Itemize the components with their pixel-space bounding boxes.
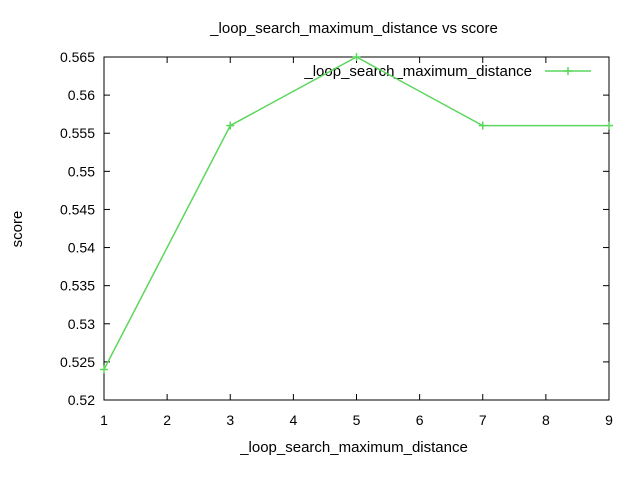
x-tick-label: 9 <box>605 412 613 428</box>
x-axis-label: _loop_search_maximum_distance <box>239 439 468 456</box>
series-line <box>103 56 609 370</box>
x-tick-label: 4 <box>289 412 297 428</box>
y-tick-label: 0.565 <box>60 49 95 65</box>
x-tick-label: 1 <box>100 412 108 428</box>
x-tick-label: 3 <box>226 412 234 428</box>
y-tick-label: 0.56 <box>68 87 95 103</box>
y-axis: 0.52 0.525 0.53 0.535 0.54 0.545 0.55 0.555 0.56… <box>60 49 609 408</box>
y-tick-label: 0.53 <box>68 316 95 332</box>
y-tick-label: 0.555 <box>60 125 95 141</box>
legend-marker <box>564 67 572 75</box>
legend: _loop_search_maximum_distance <box>303 63 591 80</box>
data-point <box>478 121 487 130</box>
x-axis: 1 2 3 4 5 6 7 8 9 <box>100 57 613 428</box>
y-tick-label: 0.55 <box>68 163 95 179</box>
chart-title: _loop_search_maximum_distance vs score <box>209 20 498 37</box>
data-point <box>352 53 361 61</box>
plot-area <box>103 56 610 401</box>
legend-marker-plus <box>564 67 572 75</box>
x-tick-label: 5 <box>353 412 361 428</box>
series-layer <box>100 53 613 374</box>
legend-label: _loop_search_maximum_distance <box>303 63 532 80</box>
y-tick-label: 0.54 <box>68 240 95 256</box>
x-tick-label: 6 <box>416 412 424 428</box>
x-tick-label: 2 <box>163 412 171 428</box>
y-axis-label: score <box>9 211 26 248</box>
y-tick-label: 0.525 <box>60 354 95 370</box>
y-tick-label: 0.535 <box>60 278 95 294</box>
x-tick-label: 7 <box>479 412 487 428</box>
data-point <box>226 121 235 130</box>
y-tick-label: 0.545 <box>60 201 95 217</box>
x-tick-label: 8 <box>542 412 550 428</box>
y-tick-label: 0.52 <box>68 392 95 408</box>
data-point <box>100 365 108 374</box>
data-point <box>605 121 613 130</box>
